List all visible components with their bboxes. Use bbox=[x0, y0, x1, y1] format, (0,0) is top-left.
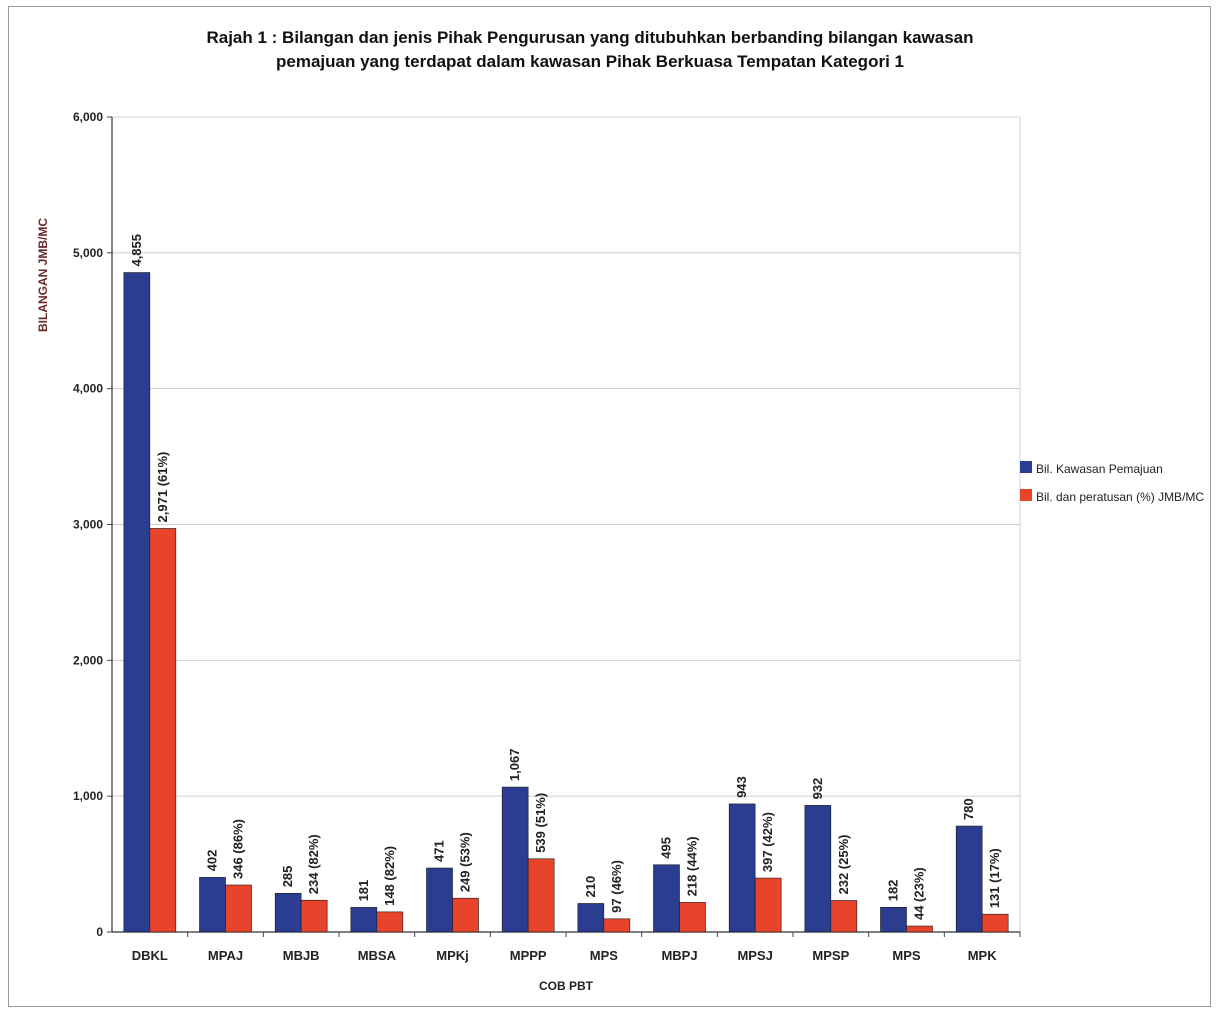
data-label-series-1: 181 bbox=[356, 880, 371, 902]
bar-series-2 bbox=[603, 918, 631, 933]
bar-series-2 bbox=[754, 877, 782, 933]
data-label-series-1: 4,855 bbox=[129, 234, 144, 267]
data-label-series-2: 232 (25%) bbox=[836, 835, 851, 895]
data-label-series-1: 471 bbox=[432, 840, 447, 862]
bar-series-2 bbox=[527, 858, 555, 933]
data-label-series-1: 285 bbox=[280, 866, 295, 888]
bar-series-2 bbox=[679, 902, 706, 933]
x-tick-label: MPSJ bbox=[737, 948, 772, 963]
data-label-series-2: 44 (23%) bbox=[912, 867, 927, 920]
data-label-series-1: 932 bbox=[810, 778, 825, 800]
bar-series-1 bbox=[199, 877, 226, 933]
data-label-series-2: 234 (82%) bbox=[306, 834, 321, 894]
bar-series-1 bbox=[501, 786, 529, 933]
x-tick-label: MBPJ bbox=[661, 948, 697, 963]
data-label-series-2: 218 (44%) bbox=[685, 836, 700, 896]
data-label-series-1: 1,067 bbox=[507, 749, 522, 782]
chart-frame bbox=[8, 6, 1211, 1007]
x-tick-label: MPSP bbox=[812, 948, 849, 963]
data-label-series-1: 495 bbox=[659, 837, 674, 859]
y-tick-label: 4,000 bbox=[73, 382, 103, 396]
legend-label-series-2: Bil. dan peratusan (%) JMB/MC bbox=[1036, 490, 1205, 504]
bar-series-1 bbox=[880, 906, 907, 933]
data-label-series-1: 182 bbox=[886, 880, 901, 902]
y-tick-label: 6,000 bbox=[73, 110, 103, 124]
data-label-series-2: 148 (82%) bbox=[382, 846, 397, 906]
x-tick-label: MBSA bbox=[358, 948, 397, 963]
data-label-series-2: 249 (53%) bbox=[458, 832, 473, 892]
bar-series-2 bbox=[906, 925, 933, 933]
legend-swatch-series-2 bbox=[1020, 489, 1032, 501]
bar-series-2 bbox=[225, 884, 252, 933]
y-tick-label: 2,000 bbox=[73, 653, 103, 667]
legend-item-series-2: Bil. dan peratusan (%) JMB/MC bbox=[1020, 486, 1205, 508]
legend-item-series-1: Bil. Kawasan Pemajuan bbox=[1020, 458, 1205, 480]
bar-series-1 bbox=[955, 825, 983, 933]
x-tick-label: MPS bbox=[590, 948, 619, 963]
bar-series-2 bbox=[981, 913, 1009, 933]
bar-series-2 bbox=[830, 900, 858, 933]
data-label-series-1: 402 bbox=[205, 850, 220, 872]
bar-series-2 bbox=[149, 528, 177, 933]
bar-series-1 bbox=[804, 805, 832, 933]
y-tick-label: 0 bbox=[96, 925, 103, 939]
bar-series-2 bbox=[300, 899, 328, 933]
data-label-series-1: 780 bbox=[961, 798, 976, 820]
x-tick-label: MBJB bbox=[283, 948, 320, 963]
bar-series-1 bbox=[728, 803, 756, 933]
bar-series-1 bbox=[274, 892, 302, 933]
y-tick-label: 1,000 bbox=[73, 789, 103, 803]
x-tick-label: DBKL bbox=[132, 948, 168, 963]
x-tick-label: MPK bbox=[968, 948, 998, 963]
bar-series-1 bbox=[123, 272, 151, 933]
chart-title-line-2: pemajuan yang terdapat dalam kawasan Pih… bbox=[276, 52, 904, 71]
x-tick-label: MPS bbox=[892, 948, 921, 963]
chart-title: Rajah 1 : Bilangan dan jenis Pihak Pengu… bbox=[90, 26, 1090, 74]
bar-series-1 bbox=[577, 903, 605, 933]
bar-series-1 bbox=[350, 907, 378, 933]
bar-series-2 bbox=[452, 897, 479, 933]
data-label-series-2: 397 (42%) bbox=[760, 812, 775, 872]
legend-swatch-series-1 bbox=[1020, 461, 1032, 473]
legend-label-series-1: Bil. Kawasan Pemajuan bbox=[1036, 462, 1163, 476]
bar-series-1 bbox=[426, 867, 453, 933]
y-tick-label: 5,000 bbox=[73, 246, 103, 260]
bar-series-1 bbox=[653, 864, 680, 933]
chart-title-line-1: Rajah 1 : Bilangan dan jenis Pihak Pengu… bbox=[206, 28, 974, 47]
data-label-series-2: 2,971 (61%) bbox=[155, 452, 170, 523]
data-label-series-1: 943 bbox=[734, 776, 749, 798]
data-label-series-2: 131 (17%) bbox=[987, 848, 1002, 908]
y-tick-label: 3,000 bbox=[73, 518, 103, 532]
x-tick-label: MPPP bbox=[510, 948, 547, 963]
bar-series-2 bbox=[376, 911, 404, 933]
y-axis-title: BILANGAN JMB/MC bbox=[36, 218, 50, 332]
x-axis-title: COB PBT bbox=[539, 979, 594, 993]
data-label-series-2: 97 (46%) bbox=[609, 860, 624, 913]
data-label-series-2: 346 (86%) bbox=[231, 819, 246, 879]
data-label-series-1: 210 bbox=[583, 876, 598, 898]
legend: Bil. Kawasan Pemajuan Bil. dan peratusan… bbox=[1020, 458, 1205, 514]
x-tick-label: MPKj bbox=[436, 948, 469, 963]
x-tick-label: MPAJ bbox=[208, 948, 243, 963]
data-label-series-2: 539 (51%) bbox=[533, 793, 548, 853]
